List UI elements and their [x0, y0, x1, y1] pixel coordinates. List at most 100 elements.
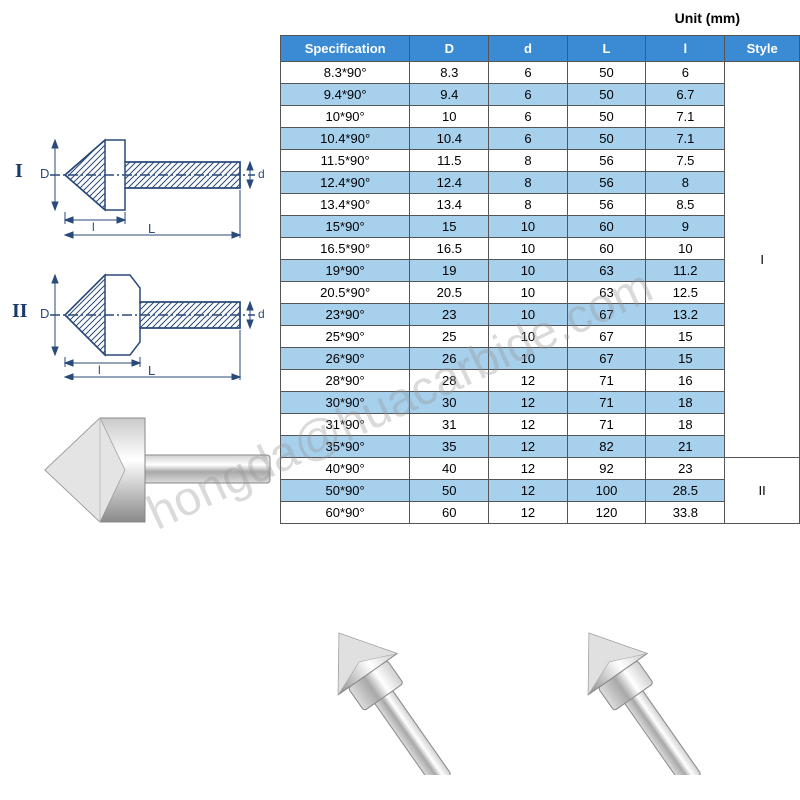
cell-l: 7.1: [646, 106, 725, 128]
cell-spec: 13.4*90°: [281, 194, 410, 216]
cell-l: 33.8: [646, 502, 725, 524]
style-group-cell: I: [725, 62, 800, 458]
cell-l: 18: [646, 414, 725, 436]
cell-D: 60: [410, 502, 489, 524]
cell-spec: 30*90°: [281, 392, 410, 414]
cell-l: 23: [646, 458, 725, 480]
cell-L: 56: [567, 150, 646, 172]
table-row: 28*90°28127116: [281, 370, 800, 392]
cell-d: 6: [489, 106, 567, 128]
cell-d: 10: [489, 304, 567, 326]
style-label-I: I: [15, 160, 23, 183]
cell-d: 10: [489, 282, 567, 304]
cell-spec: 10.4*90°: [281, 128, 410, 150]
cell-L: 71: [567, 370, 646, 392]
table-row: 10*90°106507.1: [281, 106, 800, 128]
cell-spec: 26*90°: [281, 348, 410, 370]
cell-spec: 11.5*90°: [281, 150, 410, 172]
tool-photo-small-2: [530, 605, 730, 780]
cell-spec: 15*90°: [281, 216, 410, 238]
cell-L: 71: [567, 414, 646, 436]
cell-l: 16: [646, 370, 725, 392]
table-row: 25*90°25106715: [281, 326, 800, 348]
cell-spec: 50*90°: [281, 480, 410, 502]
cell-L: 100: [567, 480, 646, 502]
cell-l: 11.2: [646, 260, 725, 282]
unit-label: Unit (mm): [675, 10, 740, 26]
table-row: 60*90°601212033.8: [281, 502, 800, 524]
table-row: 9.4*90°9.46506.7: [281, 84, 800, 106]
cell-L: 82: [567, 436, 646, 458]
table-header-row: Specification D d L l Style: [281, 36, 800, 62]
cell-spec: 8.3*90°: [281, 62, 410, 84]
cell-L: 71: [567, 392, 646, 414]
cell-l: 7.5: [646, 150, 725, 172]
cell-D: 10: [410, 106, 489, 128]
cell-l: 15: [646, 326, 725, 348]
cell-spec: 28*90°: [281, 370, 410, 392]
header-specification: Specification: [281, 36, 410, 62]
table-row: 8.3*90°8.36506I: [281, 62, 800, 84]
cell-D: 23: [410, 304, 489, 326]
cell-d: 12: [489, 458, 567, 480]
table-row: 13.4*90°13.48568.5: [281, 194, 800, 216]
cell-L: 67: [567, 326, 646, 348]
tool-photo-small-1: [280, 605, 480, 780]
table-row: 20.5*90°20.5106312.5: [281, 282, 800, 304]
cell-L: 56: [567, 194, 646, 216]
technical-drawing-style-I: I D d: [10, 120, 270, 240]
cell-L: 120: [567, 502, 646, 524]
cell-D: 12.4: [410, 172, 489, 194]
cell-L: 92: [567, 458, 646, 480]
cell-spec: 19*90°: [281, 260, 410, 282]
technical-drawing-style-II: II D d l L: [10, 260, 270, 380]
dim-D-label-II: D: [40, 306, 49, 321]
specification-table: Specification D d L l Style 8.3*90°8.365…: [280, 35, 800, 524]
cell-spec: 35*90°: [281, 436, 410, 458]
header-style: Style: [725, 36, 800, 62]
table-row: 50*90°501210028.5: [281, 480, 800, 502]
style-group-cell: II: [725, 458, 800, 524]
cell-L: 67: [567, 304, 646, 326]
cell-D: 11.5: [410, 150, 489, 172]
cell-d: 12: [489, 370, 567, 392]
table-row: 31*90°31127118: [281, 414, 800, 436]
cell-D: 10.4: [410, 128, 489, 150]
dim-d-label-II: d: [258, 307, 265, 321]
cell-l: 9: [646, 216, 725, 238]
table-row: 10.4*90°10.46507.1: [281, 128, 800, 150]
cell-d: 8: [489, 172, 567, 194]
cell-D: 30: [410, 392, 489, 414]
header-L: L: [567, 36, 646, 62]
cell-D: 15: [410, 216, 489, 238]
cell-L: 63: [567, 260, 646, 282]
cell-D: 40: [410, 458, 489, 480]
cell-L: 67: [567, 348, 646, 370]
cell-l: 28.5: [646, 480, 725, 502]
cell-spec: 31*90°: [281, 414, 410, 436]
cell-L: 56: [567, 172, 646, 194]
cell-l: 12.5: [646, 282, 725, 304]
cell-l: 6.7: [646, 84, 725, 106]
cell-D: 28: [410, 370, 489, 392]
dim-L-label-II: L: [148, 363, 155, 378]
cell-D: 9.4: [410, 84, 489, 106]
cell-spec: 60*90°: [281, 502, 410, 524]
cell-L: 60: [567, 216, 646, 238]
cell-d: 8: [489, 194, 567, 216]
cell-l: 13.2: [646, 304, 725, 326]
table-row: 30*90°30127118: [281, 392, 800, 414]
cell-l: 21: [646, 436, 725, 458]
cell-l: 6: [646, 62, 725, 84]
cell-L: 60: [567, 238, 646, 260]
dim-D-label: D: [40, 166, 49, 181]
table-row: 35*90°35128221: [281, 436, 800, 458]
cell-spec: 25*90°: [281, 326, 410, 348]
cell-d: 6: [489, 84, 567, 106]
dim-d-label: d: [258, 167, 265, 181]
cell-L: 50: [567, 62, 646, 84]
dim-l-label: l: [92, 220, 95, 234]
header-l: l: [646, 36, 725, 62]
cell-l: 18: [646, 392, 725, 414]
cell-d: 10: [489, 216, 567, 238]
